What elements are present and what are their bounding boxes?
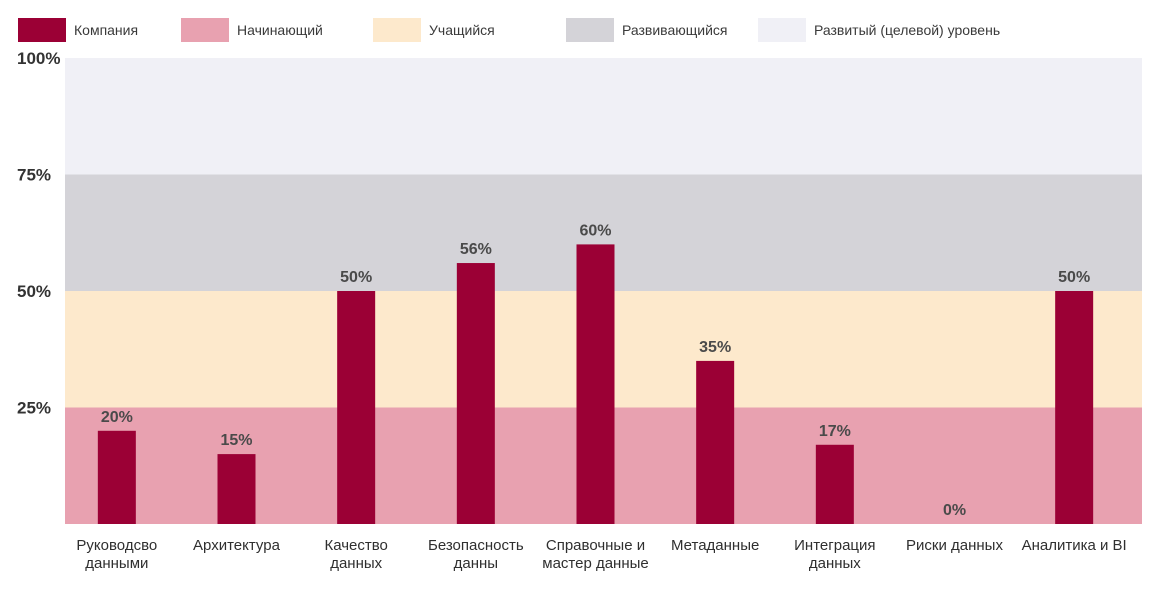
category-label: Руководсво	[76, 537, 157, 554]
category-label: данными	[85, 555, 148, 572]
category-label: данных	[330, 555, 382, 572]
legend-swatch-learning	[373, 18, 421, 42]
category-label: Качество	[324, 537, 387, 554]
legend-item-company: Компания	[18, 18, 138, 42]
legend-label-developing: Развивающийся	[622, 22, 728, 38]
legend-label-company: Компания	[74, 22, 139, 38]
y-tick-label: 25%	[17, 399, 51, 418]
y-tick-label: 100%	[17, 49, 60, 68]
data-label: 35%	[699, 339, 731, 356]
legend-swatch-beginner	[181, 18, 229, 42]
bar	[337, 291, 376, 524]
legend-item-developing: Развивающийся	[566, 18, 728, 42]
bar	[456, 263, 495, 524]
y-tick-label: 75%	[17, 166, 51, 185]
category-label: Риски данных	[906, 537, 1003, 554]
category-label: данны	[454, 555, 498, 572]
bar	[217, 454, 256, 524]
legend: Компания Начинающий Учащийся Развивающий…	[18, 18, 1158, 42]
category-label: Интеграция	[794, 537, 875, 554]
band-4	[65, 58, 1142, 175]
data-label: 15%	[220, 432, 252, 449]
legend-label-learning: Учащийся	[429, 22, 495, 38]
data-label: 20%	[101, 409, 133, 426]
category-label: мастер данные	[542, 555, 649, 572]
legend-label-beginner: Начинающий	[237, 22, 323, 38]
category-label: Безопасность	[428, 537, 524, 554]
category-label: Метаданные	[671, 537, 759, 554]
category-label: Архитектура	[193, 537, 281, 554]
legend-item-beginner: Начинающий	[181, 18, 323, 42]
bar	[1055, 291, 1094, 524]
data-label: 50%	[1058, 269, 1090, 286]
bar	[576, 244, 615, 524]
legend-item-developed: Развитый (целевой) уровень	[758, 18, 1000, 42]
data-label: 60%	[579, 222, 611, 239]
category-label: Справочные и	[546, 537, 645, 554]
category-label: данных	[809, 555, 861, 572]
bar	[696, 360, 735, 524]
data-label: 17%	[819, 423, 851, 440]
legend-label-developed: Развитый (целевой) уровень	[814, 22, 1001, 38]
data-label: 50%	[340, 269, 372, 286]
legend-item-learning: Учащийся	[373, 18, 495, 42]
legend-swatch-developed	[758, 18, 806, 42]
category-label: Аналитика и BI	[1022, 537, 1127, 554]
legend-swatch-company	[18, 18, 66, 42]
bar	[815, 444, 854, 524]
bar	[97, 430, 136, 524]
data-label: 0%	[943, 502, 966, 519]
y-tick-label: 50%	[17, 282, 51, 301]
data-label: 56%	[460, 241, 492, 258]
legend-swatch-developing	[566, 18, 614, 42]
